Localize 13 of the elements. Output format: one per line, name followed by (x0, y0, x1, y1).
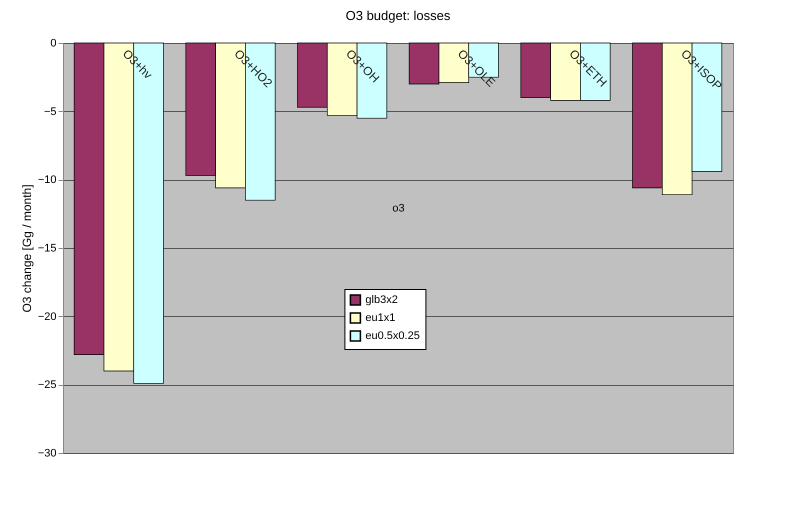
legend-label: eu0.5x0.25 (365, 330, 420, 342)
y-tick-label: −30 (38, 448, 56, 460)
y-tick-label: 0 (50, 38, 56, 50)
y-tick-label: −10 (38, 174, 56, 186)
x-axis-title: o3 (392, 202, 405, 214)
legend-label: glb3x2 (365, 294, 398, 306)
y-tick-label: −15 (38, 242, 56, 254)
y-axis-title: O3 change [Gg / month] (20, 184, 34, 313)
legend-label: eu1x1 (365, 312, 396, 324)
y-tick-label: −25 (38, 379, 56, 392)
y-tick-label: −20 (38, 310, 56, 323)
chart-title: O3 budget: losses (346, 8, 451, 23)
y-tick-label: −5 (44, 106, 56, 118)
